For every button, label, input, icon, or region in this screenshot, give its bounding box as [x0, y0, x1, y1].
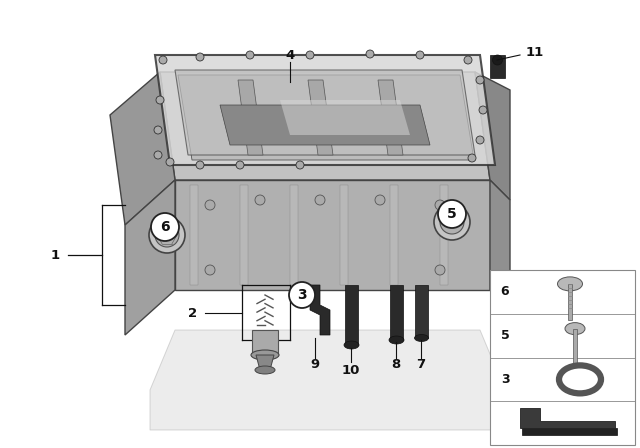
Circle shape	[440, 210, 464, 234]
Text: 3: 3	[500, 373, 509, 386]
Polygon shape	[256, 355, 274, 370]
Polygon shape	[390, 185, 398, 285]
Polygon shape	[280, 100, 410, 135]
Circle shape	[476, 136, 484, 144]
Circle shape	[296, 161, 304, 169]
Polygon shape	[240, 185, 248, 285]
Circle shape	[493, 55, 502, 65]
Circle shape	[375, 195, 385, 205]
Text: 6: 6	[500, 285, 509, 298]
Circle shape	[289, 282, 315, 308]
Circle shape	[154, 151, 162, 159]
Circle shape	[155, 223, 179, 247]
Bar	[490, 270, 635, 445]
Text: 7: 7	[417, 358, 426, 370]
Text: 8: 8	[392, 358, 401, 370]
Ellipse shape	[251, 350, 279, 360]
Polygon shape	[175, 70, 475, 155]
Text: 5: 5	[500, 329, 509, 342]
Polygon shape	[178, 75, 474, 160]
Polygon shape	[252, 330, 278, 355]
Circle shape	[166, 158, 174, 166]
Polygon shape	[340, 185, 348, 285]
Text: 2: 2	[188, 306, 198, 319]
Circle shape	[468, 154, 476, 162]
Ellipse shape	[559, 366, 601, 393]
Polygon shape	[520, 408, 615, 428]
Text: 1: 1	[51, 249, 60, 262]
Circle shape	[154, 126, 162, 134]
Polygon shape	[568, 284, 572, 320]
Ellipse shape	[389, 336, 404, 344]
Text: 3: 3	[297, 288, 307, 302]
Circle shape	[315, 195, 325, 205]
Polygon shape	[110, 72, 175, 225]
Text: 6: 6	[160, 220, 170, 234]
Circle shape	[435, 200, 445, 210]
Polygon shape	[190, 185, 198, 285]
Circle shape	[196, 53, 204, 61]
Polygon shape	[522, 428, 617, 435]
Circle shape	[479, 106, 487, 114]
Text: 5: 5	[447, 207, 457, 221]
Circle shape	[151, 213, 179, 241]
Circle shape	[464, 56, 472, 64]
Circle shape	[196, 161, 204, 169]
Polygon shape	[345, 285, 358, 345]
Polygon shape	[490, 55, 505, 78]
Polygon shape	[220, 105, 430, 145]
Polygon shape	[310, 285, 330, 335]
Circle shape	[205, 265, 215, 275]
Polygon shape	[175, 180, 490, 290]
Circle shape	[255, 195, 265, 205]
Ellipse shape	[415, 335, 429, 341]
Text: 9: 9	[310, 358, 319, 370]
Circle shape	[156, 96, 164, 104]
Ellipse shape	[344, 341, 359, 349]
Polygon shape	[308, 80, 333, 155]
Circle shape	[476, 76, 484, 84]
Ellipse shape	[566, 371, 594, 388]
Ellipse shape	[565, 323, 585, 335]
Polygon shape	[150, 330, 505, 430]
Circle shape	[159, 56, 167, 64]
Circle shape	[149, 217, 185, 253]
Circle shape	[205, 200, 215, 210]
Polygon shape	[378, 80, 403, 155]
Polygon shape	[160, 72, 490, 180]
Ellipse shape	[255, 366, 275, 374]
Polygon shape	[290, 185, 298, 285]
Circle shape	[306, 51, 314, 59]
Polygon shape	[155, 55, 495, 165]
Circle shape	[366, 50, 374, 58]
Polygon shape	[238, 80, 263, 155]
Circle shape	[236, 161, 244, 169]
Polygon shape	[125, 180, 175, 335]
Circle shape	[435, 265, 445, 275]
Circle shape	[416, 51, 424, 59]
Text: 4: 4	[285, 48, 294, 61]
Ellipse shape	[557, 277, 582, 291]
Polygon shape	[475, 72, 510, 200]
Polygon shape	[390, 285, 403, 340]
Text: 11: 11	[526, 46, 544, 59]
Text: 10: 10	[342, 363, 360, 376]
Circle shape	[434, 204, 470, 240]
Circle shape	[246, 51, 254, 59]
Polygon shape	[573, 329, 577, 364]
Polygon shape	[490, 180, 510, 310]
Circle shape	[438, 200, 466, 228]
Polygon shape	[440, 185, 448, 285]
Polygon shape	[415, 285, 428, 338]
